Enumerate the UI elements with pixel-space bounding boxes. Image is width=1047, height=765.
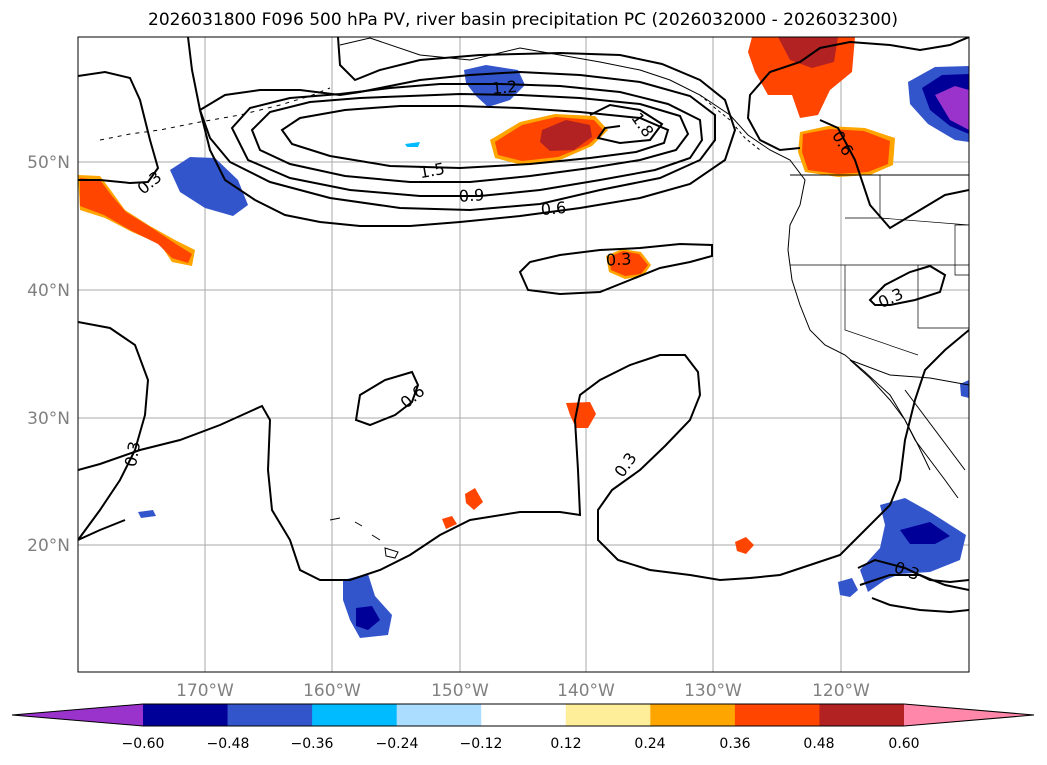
lon-label: 160°W [303, 681, 361, 701]
contour-0.3-outer [187, 37, 737, 227]
colorbar-tick-label: −0.60 [122, 736, 165, 752]
colorbar-tick-label: 0.36 [719, 736, 750, 752]
contour-0.3-sw [78, 321, 150, 541]
figure-title: 2026031800 F096 500 hPa PV, river basin … [148, 10, 898, 30]
lat-label: 30°N [27, 409, 70, 429]
precip-patch-neg-tiny [138, 510, 156, 518]
contour-0.9 [230, 83, 704, 197]
contour-0.3-bl [78, 519, 126, 541]
precip-patch-south [735, 537, 754, 554]
colorbar-cell [143, 704, 229, 726]
precip-patch-neg-hawaii-s [343, 574, 392, 638]
contour-0.3-north [78, 70, 160, 185]
colorbar-extend-min [12, 704, 143, 726]
contour-0.3-main [78, 329, 969, 582]
precip-patch-neg-gulf [464, 65, 525, 107]
contour-0.3-se2 [857, 558, 969, 584]
colorbar-tick-label: 0.48 [803, 736, 834, 752]
precip-patch-neg-se2 [838, 578, 858, 597]
colorbar-tick-label: 0.60 [888, 736, 919, 752]
contour-label: 0.3 [606, 249, 632, 269]
colorbar-cell [481, 704, 567, 726]
colorbar-tick-label: 0.24 [634, 736, 665, 752]
precip-patch-30n [566, 402, 596, 428]
contour-0.3-east [746, 37, 969, 152]
colorbar-cell [650, 704, 736, 726]
contour-1.8 [589, 103, 664, 145]
contour-label: 0.9 [458, 185, 485, 206]
contour-0.6-loop [354, 370, 420, 427]
precip-patch-neg-175w [170, 157, 248, 216]
colorbar-extend-max [904, 704, 1034, 726]
precip-patch-neg-se [860, 498, 966, 592]
lon-label: 130°W [684, 681, 742, 701]
lon-labels: 170°W 160°W 150°W 140°W 130°W 120°W [176, 681, 870, 701]
lat-label: 40°N [27, 281, 70, 301]
pv-contours [78, 37, 969, 614]
precip-patch-hawaii [442, 516, 457, 529]
map-frame [77, 36, 970, 673]
contour-0.6-ne [819, 119, 969, 230]
coast-baja [849, 359, 931, 471]
colorbar-tick-label: 0.12 [550, 736, 581, 752]
contour-1.5 [280, 105, 670, 170]
precip-negative-areas [138, 65, 969, 638]
colorbar-cell [734, 704, 820, 726]
contour-label: 1.2 [491, 77, 518, 98]
lon-label: 150°W [431, 681, 489, 701]
contour-0.3-coast [868, 264, 947, 306]
colorbar-outline [11, 703, 1035, 727]
contour-label: 1.5 [418, 159, 446, 182]
colorbar-tick-label: −0.48 [207, 736, 250, 752]
lon-label: 170°W [176, 681, 234, 701]
lat-labels: 50°N 40°N 30°N 20°N [27, 153, 70, 556]
border-us-mexico [849, 359, 969, 386]
lon-label: 140°W [557, 681, 615, 701]
hawaii-islands [329, 517, 399, 559]
contour-1.2 [250, 92, 690, 183]
precip-positive-areas [78, 37, 895, 554]
colorbar-cell [227, 704, 313, 726]
colorbar-tick-label: −0.12 [460, 736, 503, 752]
colorbar-cell [819, 704, 905, 726]
contour-right-edge [871, 597, 969, 614]
lon-label: 120°W [812, 681, 870, 701]
colorbar-cell [312, 704, 398, 726]
colorbar-cell [396, 704, 482, 726]
contour-label: 0.6 [540, 198, 567, 219]
colorbar-cell [565, 704, 651, 726]
coast-bc-islands [699, 94, 761, 151]
lat-label: 50°N [27, 153, 70, 173]
contour-0.3-mid [518, 242, 713, 296]
colorbar-tick-label: −0.24 [376, 736, 419, 752]
colorbar-tick-label: −0.36 [291, 736, 334, 752]
contour-label: 0.3 [121, 440, 144, 468]
colorbar: −0.60 −0.48 −0.36 −0.24 −0.12 0.12 0.24 … [11, 703, 1035, 752]
precip-patch-hawaii-east [465, 488, 483, 510]
lat-label: 20°N [27, 536, 70, 556]
